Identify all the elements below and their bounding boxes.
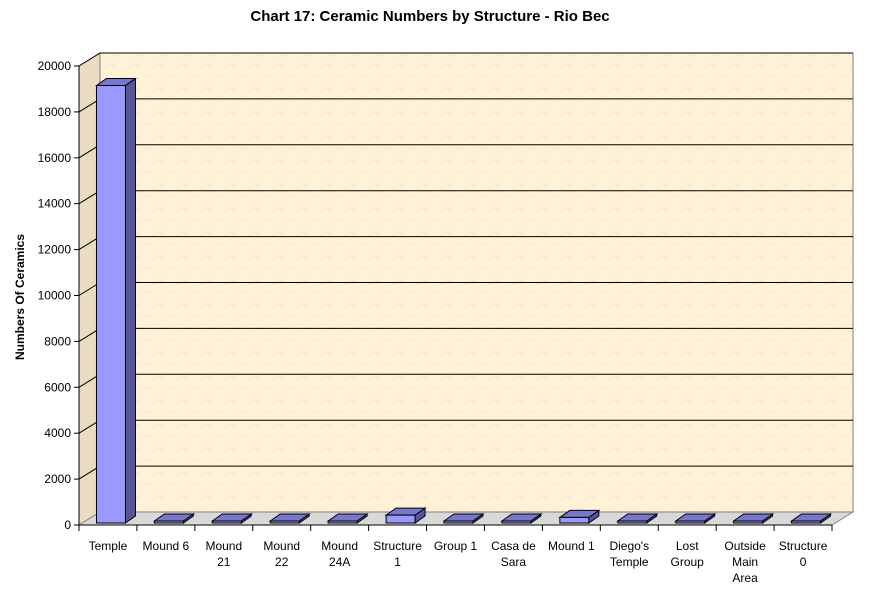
bar <box>500 513 543 524</box>
y-tick-label: 20000 <box>38 59 72 73</box>
x-tick-labels: Temple Mound 6 Mound 21 Mound 22 Mound 24A Struc… <box>78 525 833 585</box>
bars <box>94 77 833 524</box>
bar <box>268 513 311 524</box>
x-tick-label: Mound 6 <box>143 539 190 553</box>
bar <box>674 513 717 524</box>
x-tick-label: Outside Main Area <box>724 539 766 585</box>
bar <box>732 513 775 524</box>
x-tick-label: Lost Group <box>671 539 705 569</box>
bar <box>442 513 485 524</box>
y-tick-label: 16000 <box>38 151 72 165</box>
x-tick-label: Structure 0 <box>779 539 828 569</box>
y-tick-label: 14000 <box>38 197 72 211</box>
bar-front <box>385 514 416 524</box>
y-tick-label: 10000 <box>38 289 72 303</box>
x-tick-label: Group 1 <box>434 539 478 553</box>
bar <box>94 77 138 524</box>
y-tick-label: 12000 <box>38 243 72 257</box>
y-ticks: 0 2000 4000 6000 8000 10000 12000 14000 16000 180… <box>38 59 832 532</box>
bar <box>789 513 833 524</box>
x-tick-label: Casa de Sara <box>491 539 536 569</box>
x-tick-label: Mound 1 <box>548 539 595 553</box>
bar <box>384 507 427 524</box>
bar-front <box>327 520 358 524</box>
bar-front <box>95 85 126 524</box>
bar-side <box>124 77 136 524</box>
bar-front <box>153 520 184 524</box>
x-tick-label: Structure 1 <box>373 539 422 569</box>
bar-front <box>733 520 764 524</box>
bar-front <box>443 520 474 524</box>
y-tick-label: 4000 <box>44 426 71 440</box>
bar <box>210 513 253 524</box>
bar <box>558 509 601 524</box>
x-tick-label: Temple <box>89 539 128 553</box>
plot-area <box>77 52 855 526</box>
bar-front <box>791 520 822 524</box>
x-tick-label: Mound 21 <box>205 539 242 569</box>
y-tick-label: 8000 <box>44 334 71 348</box>
bar-front <box>269 520 300 524</box>
y-tick-label: 2000 <box>44 472 71 486</box>
y-tick-label: 18000 <box>38 105 72 119</box>
y-tick-label: 0 <box>64 518 71 532</box>
y-axis-label: Numbers Of Ceramics <box>13 234 27 360</box>
x-tick-label: Mound 24A <box>321 539 358 569</box>
y-tick-label: 6000 <box>44 380 71 394</box>
bar <box>152 513 195 524</box>
bar <box>326 513 369 524</box>
bar-front <box>617 520 648 524</box>
x-tick-label: Diego's Temple <box>609 539 649 569</box>
x-tick-label: Mound 22 <box>263 539 300 569</box>
bar <box>616 513 659 524</box>
bar-front <box>675 520 706 524</box>
bar-front <box>211 520 242 524</box>
bar-front <box>501 520 532 524</box>
chart-title: Chart 17: Ceramic Numbers by Structure -… <box>250 8 609 25</box>
bar-front <box>559 516 590 524</box>
gridline-diagonal <box>78 52 101 67</box>
